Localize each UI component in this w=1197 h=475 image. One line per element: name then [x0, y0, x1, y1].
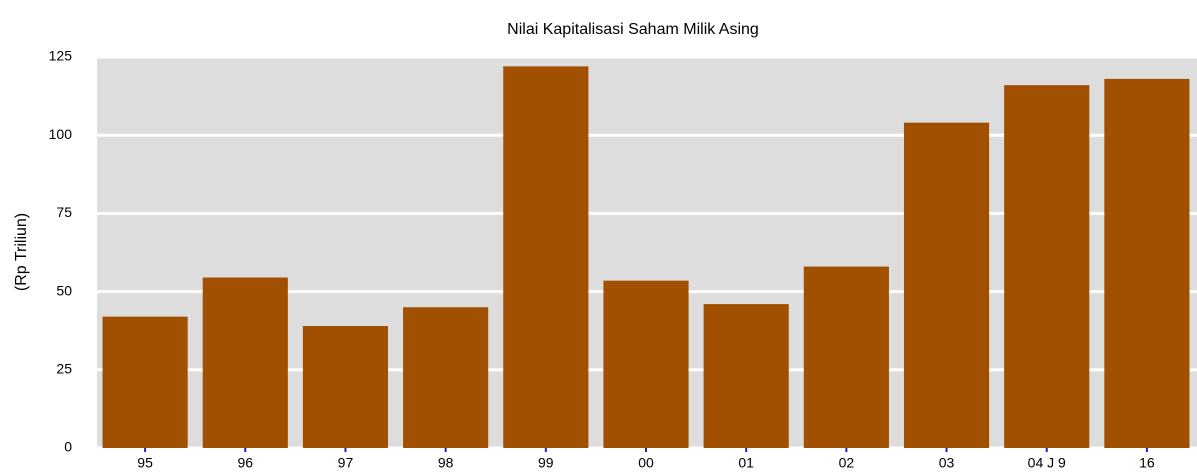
bar	[1004, 85, 1090, 448]
y-tick-label: 25	[56, 361, 72, 377]
bar	[102, 316, 188, 448]
y-axis-label: (Rp Triliun)	[13, 213, 30, 291]
x-tick-label: 96	[237, 455, 253, 471]
bar	[903, 122, 990, 449]
x-tick-label: 16	[1139, 455, 1155, 471]
bar	[403, 307, 489, 448]
x-tick-label: 97	[338, 455, 354, 471]
chart-title: Nilai Kapitalisasi Saham Milik Asing	[507, 21, 759, 38]
x-tick-label: 00	[638, 455, 654, 471]
bar	[703, 304, 789, 448]
bar	[1104, 78, 1190, 449]
bar	[803, 266, 889, 448]
bar	[503, 66, 589, 448]
x-tick-label: 02	[839, 455, 855, 471]
x-tick-label: 01	[738, 455, 754, 471]
y-tick-label: 125	[49, 48, 73, 64]
x-tick-label: 99	[538, 455, 554, 471]
x-tick-label: 03	[939, 455, 955, 471]
x-tick-label: 95	[137, 455, 153, 471]
x-tick-label: 98	[438, 455, 454, 471]
x-tick-label: 04 J 9	[1028, 455, 1066, 471]
y-tick-label: 50	[56, 282, 72, 298]
y-tick-label: 75	[56, 204, 72, 220]
y-tick-label: 100	[49, 126, 73, 142]
bar	[603, 280, 689, 448]
bar	[202, 277, 288, 448]
y-tick-label: 0	[64, 439, 72, 455]
bar	[302, 326, 389, 448]
